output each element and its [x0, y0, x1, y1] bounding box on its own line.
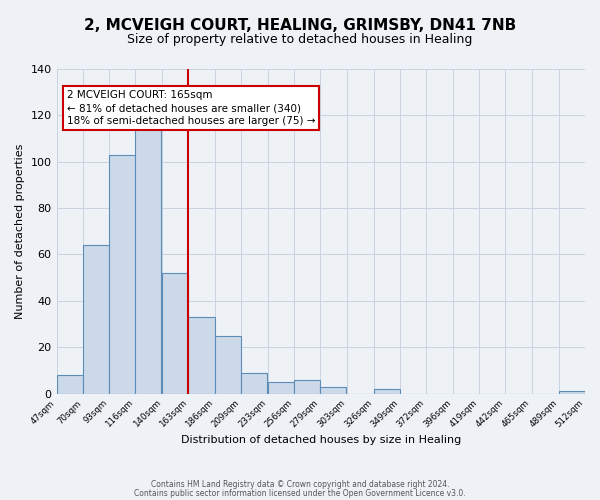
- Bar: [320, 386, 346, 394]
- Bar: [56, 375, 83, 394]
- Bar: [268, 382, 294, 394]
- Bar: [162, 273, 188, 394]
- Bar: [241, 372, 267, 394]
- Text: Contains HM Land Registry data © Crown copyright and database right 2024.: Contains HM Land Registry data © Crown c…: [151, 480, 449, 489]
- Bar: [215, 336, 241, 394]
- Bar: [188, 317, 215, 394]
- Bar: [135, 127, 161, 394]
- Bar: [109, 155, 135, 394]
- Bar: [294, 380, 320, 394]
- X-axis label: Distribution of detached houses by size in Healing: Distribution of detached houses by size …: [181, 435, 461, 445]
- Bar: [559, 391, 585, 394]
- Text: 2 MCVEIGH COURT: 165sqm
← 81% of detached houses are smaller (340)
18% of semi-d: 2 MCVEIGH COURT: 165sqm ← 81% of detache…: [67, 90, 315, 126]
- Text: 2, MCVEIGH COURT, HEALING, GRIMSBY, DN41 7NB: 2, MCVEIGH COURT, HEALING, GRIMSBY, DN41…: [84, 18, 516, 32]
- Bar: [374, 389, 400, 394]
- Bar: [83, 245, 109, 394]
- Text: Contains public sector information licensed under the Open Government Licence v3: Contains public sector information licen…: [134, 489, 466, 498]
- Text: Size of property relative to detached houses in Healing: Size of property relative to detached ho…: [127, 32, 473, 46]
- Y-axis label: Number of detached properties: Number of detached properties: [15, 144, 25, 319]
